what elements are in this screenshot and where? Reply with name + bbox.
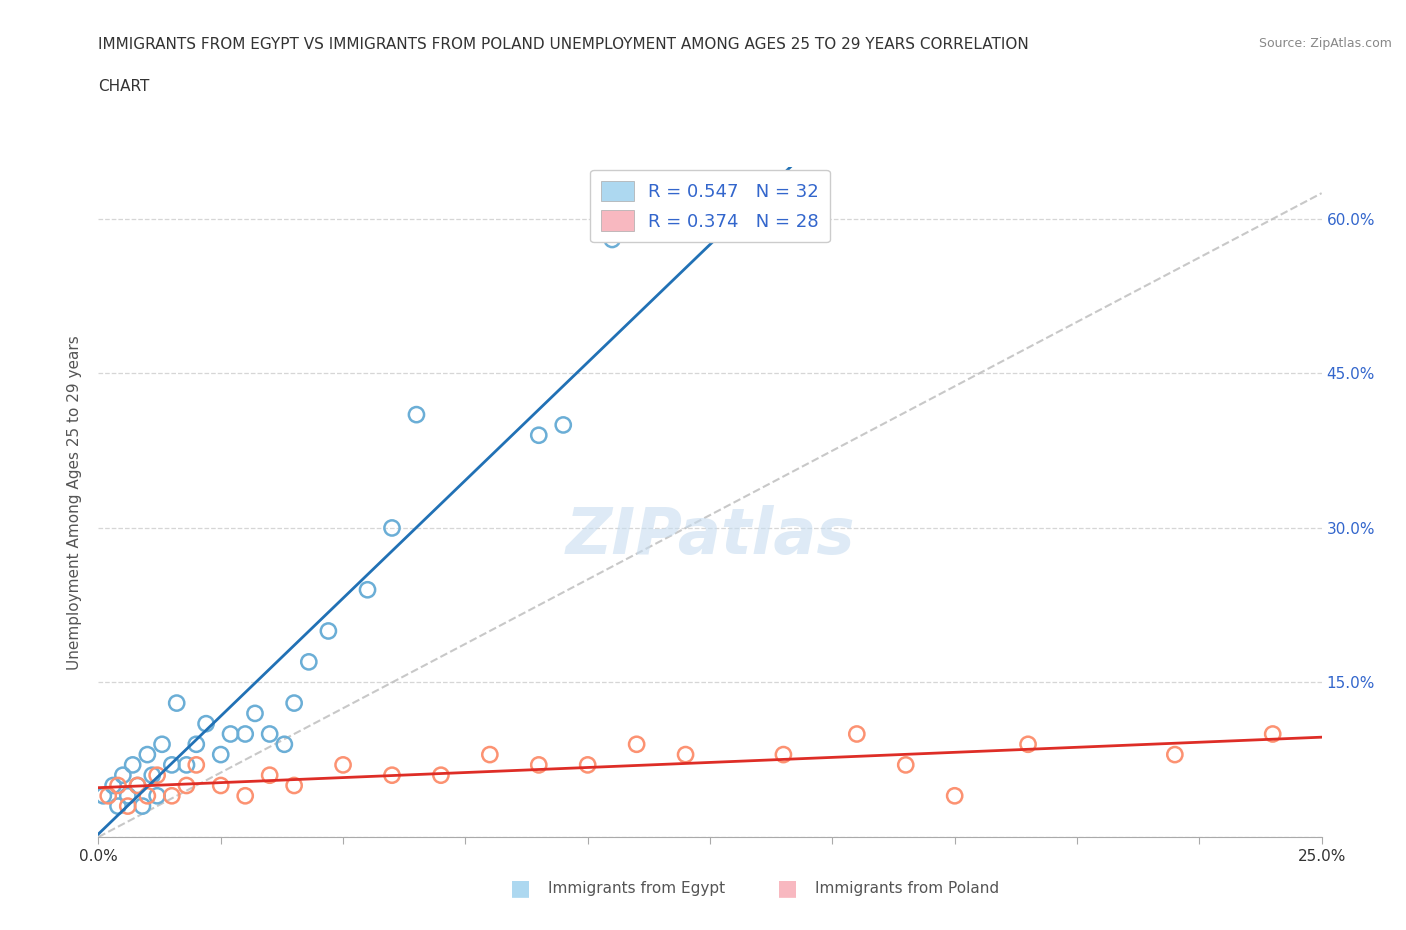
Text: IMMIGRANTS FROM EGYPT VS IMMIGRANTS FROM POLAND UNEMPLOYMENT AMONG AGES 25 TO 29: IMMIGRANTS FROM EGYPT VS IMMIGRANTS FROM… bbox=[98, 37, 1029, 52]
Point bbox=[141, 768, 163, 783]
Point bbox=[675, 747, 697, 762]
Point bbox=[943, 789, 966, 804]
Legend: R = 0.547   N = 32, R = 0.374   N = 28: R = 0.547 N = 32, R = 0.374 N = 28 bbox=[591, 170, 830, 242]
Point bbox=[209, 778, 232, 793]
Point bbox=[259, 726, 281, 741]
Point bbox=[318, 623, 340, 638]
Point bbox=[283, 778, 305, 793]
Point bbox=[186, 737, 208, 751]
Point bbox=[1261, 726, 1284, 741]
Point bbox=[111, 768, 134, 783]
Point bbox=[1164, 747, 1187, 762]
Point bbox=[176, 757, 198, 772]
Point bbox=[219, 726, 242, 741]
Point bbox=[117, 789, 139, 804]
Point bbox=[166, 696, 188, 711]
Text: ■: ■ bbox=[510, 878, 530, 898]
Point bbox=[430, 768, 453, 783]
Point bbox=[107, 799, 129, 814]
Point bbox=[381, 521, 404, 536]
Point bbox=[136, 789, 159, 804]
Point bbox=[772, 747, 794, 762]
Point bbox=[1017, 737, 1039, 751]
Point bbox=[91, 789, 114, 804]
Text: CHART: CHART bbox=[98, 79, 150, 94]
Point bbox=[553, 418, 575, 432]
Point bbox=[845, 726, 868, 741]
Point bbox=[209, 747, 232, 762]
Text: ZIPatlas: ZIPatlas bbox=[565, 505, 855, 566]
Point bbox=[160, 789, 183, 804]
Point bbox=[146, 768, 169, 783]
Point bbox=[233, 726, 256, 741]
Point bbox=[626, 737, 648, 751]
Point bbox=[356, 582, 378, 597]
Point bbox=[243, 706, 266, 721]
Point bbox=[107, 778, 129, 793]
Point bbox=[195, 716, 218, 731]
Point bbox=[527, 757, 550, 772]
Point bbox=[298, 655, 321, 670]
Point bbox=[405, 407, 427, 422]
Point bbox=[283, 696, 305, 711]
Y-axis label: Unemployment Among Ages 25 to 29 years: Unemployment Among Ages 25 to 29 years bbox=[67, 335, 83, 670]
Text: Immigrants from Poland: Immigrants from Poland bbox=[815, 881, 1000, 896]
Point bbox=[176, 778, 198, 793]
Point bbox=[576, 757, 599, 772]
Point bbox=[600, 232, 623, 247]
Point bbox=[146, 789, 169, 804]
Point bbox=[136, 747, 159, 762]
Point bbox=[233, 789, 256, 804]
Point bbox=[127, 778, 149, 793]
Point bbox=[117, 799, 139, 814]
Point bbox=[97, 789, 120, 804]
Point bbox=[527, 428, 550, 443]
Point bbox=[894, 757, 917, 772]
Point bbox=[186, 757, 208, 772]
Point bbox=[121, 757, 143, 772]
Text: ■: ■ bbox=[778, 878, 797, 898]
Point bbox=[127, 778, 149, 793]
Point bbox=[101, 778, 124, 793]
Point bbox=[478, 747, 501, 762]
Point bbox=[131, 799, 153, 814]
Point bbox=[259, 768, 281, 783]
Point bbox=[332, 757, 354, 772]
Point bbox=[160, 757, 183, 772]
Point bbox=[273, 737, 295, 751]
Text: Source: ZipAtlas.com: Source: ZipAtlas.com bbox=[1258, 37, 1392, 50]
Point bbox=[150, 737, 173, 751]
Text: Immigrants from Egypt: Immigrants from Egypt bbox=[548, 881, 725, 896]
Point bbox=[381, 768, 404, 783]
